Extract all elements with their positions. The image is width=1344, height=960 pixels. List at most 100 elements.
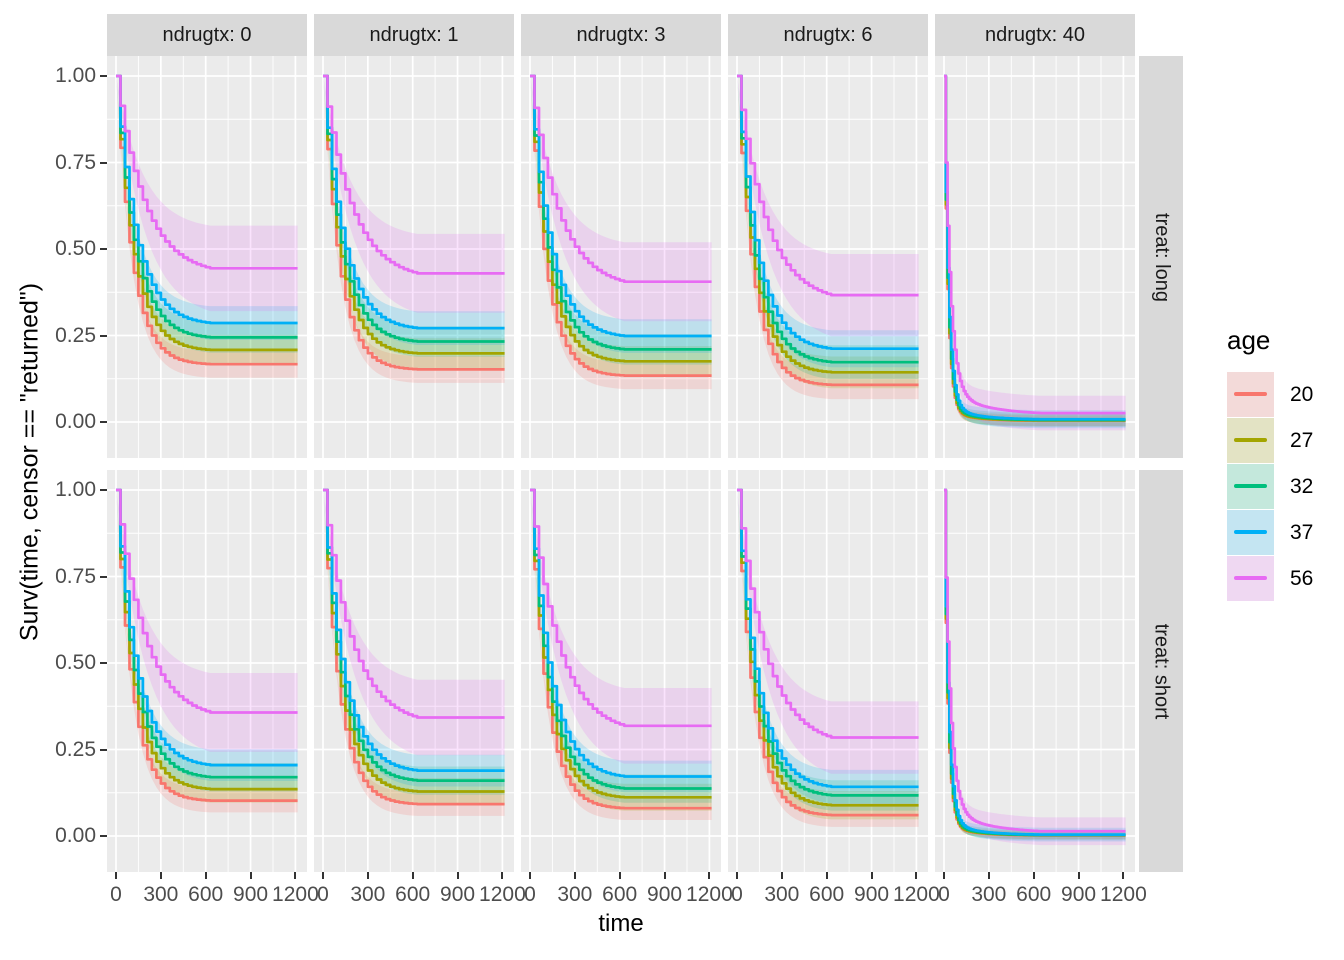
- confidence-ribbon-age-56: [530, 76, 712, 322]
- x-tick-label: 1200: [893, 883, 940, 906]
- confidence-ribbon-age-56: [737, 490, 919, 774]
- x-tick-mark: [501, 872, 504, 879]
- x-tick-label: 0: [110, 883, 122, 906]
- legend-key-age-56: [1227, 556, 1274, 601]
- confidence-ribbon-age-56: [323, 490, 505, 756]
- x-tick-mark: [736, 872, 738, 879]
- x-tick-label: 600: [602, 883, 638, 906]
- col-facet-strip-4: ndrugtx: 40: [935, 14, 1135, 56]
- x-tick-mark: [943, 872, 945, 879]
- legend-key-line: [1234, 392, 1267, 396]
- survival-curve-age-56: [944, 74, 1126, 415]
- panel-background: [107, 470, 307, 872]
- row-facet-strip-1: treat: short: [1139, 470, 1183, 872]
- survival-curve-age-56: [116, 488, 298, 714]
- y-tick-label: 0.00: [55, 824, 96, 847]
- survival-curve-age-56: [944, 488, 1126, 833]
- panel-background: [521, 470, 721, 872]
- y-tick-label: 1.00: [55, 64, 96, 87]
- facet-panel-treat-short-ndrugtx-1: [314, 470, 514, 872]
- x-tick-mark: [249, 872, 252, 879]
- x-tick-mark: [1122, 872, 1125, 879]
- row-facet-strip-label: treat: short: [1150, 623, 1173, 719]
- confidence-ribbon-age-37: [323, 490, 505, 787]
- facet-panel-treat-short-ndrugtx-40: [935, 470, 1135, 872]
- confidence-ribbon-age-37: [116, 490, 298, 781]
- legend-title: age: [1227, 325, 1271, 355]
- survival-curve-age-37: [116, 74, 298, 325]
- col-facet-strip-label: ndrugtx: 3: [576, 23, 666, 46]
- facet-panel-treat-short-ndrugtx-0: [107, 470, 307, 872]
- confidence-ribbon-age-56: [530, 490, 712, 764]
- survival-curve-age-37: [530, 74, 712, 338]
- x-tick-label: 1200: [686, 883, 733, 906]
- x-tick-mark: [204, 872, 207, 879]
- survival-curve-age-37: [116, 488, 298, 767]
- x-tick-label: 900: [647, 883, 683, 906]
- col-facet-strip-label: ndrugtx: 0: [162, 23, 252, 46]
- y-tick-label: 0.25: [55, 737, 96, 761]
- x-tick-label: 600: [1016, 883, 1052, 906]
- survival-curve-age-56: [323, 74, 505, 275]
- col-facet-strip-label: ndrugtx: 1: [369, 23, 459, 46]
- legend-key-age-37: [1227, 510, 1274, 555]
- x-tick-mark: [159, 872, 162, 879]
- x-tick-mark: [294, 872, 297, 879]
- y-tick-mark: [100, 421, 107, 423]
- legend-key-age-32: [1227, 464, 1274, 509]
- legend-key-age-20: [1227, 372, 1274, 417]
- confidence-ribbon-age-27: [530, 76, 712, 377]
- survival-curve-age-37: [944, 74, 1126, 421]
- row-facet-strip-0: treat: long: [1139, 56, 1183, 458]
- x-axis-title: time: [598, 910, 644, 937]
- y-tick-mark: [100, 248, 107, 250]
- x-tick-label: 900: [854, 883, 890, 906]
- y-tick-label: 0.75: [55, 564, 96, 588]
- col-facet-strip-0: ndrugtx: 0: [107, 14, 307, 56]
- x-tick-label: 300: [143, 883, 179, 906]
- confidence-ribbon-age-37: [737, 76, 919, 368]
- panel-background: [935, 56, 1135, 458]
- x-tick-label: 300: [557, 883, 593, 906]
- y-tick-label: 0.50: [55, 651, 96, 674]
- x-tick-label: 600: [188, 883, 224, 906]
- x-tick-label: 300: [971, 883, 1007, 906]
- x-tick-label: 900: [440, 883, 476, 906]
- legend-key-age-27: [1227, 418, 1274, 463]
- x-tick-mark: [1077, 872, 1080, 879]
- facet-panel-treat-long-ndrugtx-6: [728, 56, 928, 458]
- survival-curve-age-37: [944, 488, 1126, 836]
- panel-background: [728, 56, 928, 458]
- x-tick-mark: [115, 872, 117, 879]
- x-tick-label: 0: [938, 883, 950, 906]
- y-tick-label: 0.75: [55, 150, 96, 174]
- col-facet-strip-1: ndrugtx: 1: [314, 14, 514, 56]
- confidence-ribbon-age-56: [737, 76, 919, 337]
- confidence-ribbon-age-56: [323, 76, 505, 313]
- legend-label-age-37: 37: [1290, 521, 1314, 544]
- confidence-ribbon-age-37: [737, 490, 919, 804]
- panel-background: [314, 56, 514, 458]
- x-tick-mark: [573, 872, 576, 879]
- confidence-ribbon-age-27: [737, 76, 919, 389]
- confidence-ribbon-age-56: [116, 76, 298, 312]
- survival-curve-age-37: [737, 74, 919, 351]
- facet-panel-treat-long-ndrugtx-1: [314, 56, 514, 458]
- col-facet-strip-label: ndrugtx: 6: [783, 23, 873, 46]
- survival-curve-age-56: [737, 74, 919, 297]
- facet-panel-treat-long-ndrugtx-0: [107, 56, 307, 458]
- col-facet-strip-label: ndrugtx: 40: [984, 23, 1086, 46]
- survival-curve-age-56: [323, 488, 505, 719]
- legend-key-line: [1234, 438, 1267, 442]
- confidence-ribbon-age-37: [116, 76, 298, 340]
- x-tick-label: 1200: [479, 883, 526, 906]
- x-tick-label: 1200: [272, 883, 319, 906]
- y-tick-label: 0.25: [55, 323, 96, 347]
- x-tick-mark: [987, 872, 990, 879]
- panel-background: [107, 56, 307, 458]
- survival-curve-age-56: [116, 74, 298, 270]
- x-tick-mark: [1032, 872, 1035, 879]
- y-tick-mark: [100, 161, 107, 164]
- confidence-ribbon-age-56: [944, 490, 1126, 846]
